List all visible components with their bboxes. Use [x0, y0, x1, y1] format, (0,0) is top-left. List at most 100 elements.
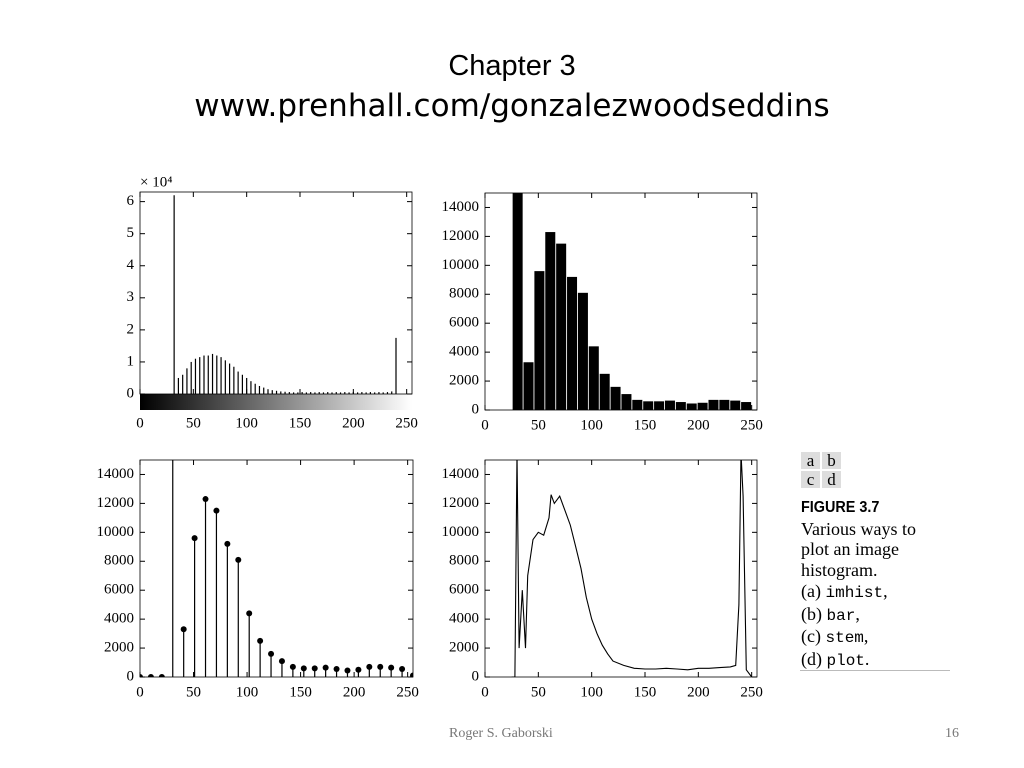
bar — [632, 399, 643, 410]
stem-marker — [311, 665, 318, 672]
x-tick-label: 50 — [186, 415, 201, 431]
bar — [534, 271, 545, 410]
stem-marker — [235, 556, 242, 563]
bar — [610, 386, 621, 410]
caption-item: (a) imhist, — [801, 581, 916, 604]
bar — [654, 401, 665, 410]
x-tick-label: 150 — [289, 684, 312, 700]
y-tick-label: 4000 — [449, 611, 479, 627]
bar — [643, 401, 654, 410]
y-tick-label: 12000 — [442, 495, 480, 511]
colorbar — [140, 394, 412, 410]
plot-area — [511, 460, 753, 677]
x-tick-label: 200 — [343, 684, 366, 700]
x-tick-label: 150 — [634, 684, 657, 700]
stem-marker — [333, 666, 340, 673]
bar — [686, 403, 697, 410]
x-tick-label: 0 — [136, 415, 144, 431]
bar — [556, 243, 567, 410]
y-tick-label: 10000 — [97, 524, 135, 540]
stem-marker — [147, 674, 154, 677]
line — [511, 460, 753, 677]
chart: 0 2000 4000 6000 8000 10000 12000 14000 0 50 100 15… — [442, 192, 763, 433]
bar — [577, 292, 588, 410]
x-tick-label: 250 — [740, 684, 763, 700]
bar — [708, 399, 719, 410]
stem-marker — [366, 663, 373, 670]
stem-marker — [355, 666, 362, 673]
frame — [139, 191, 413, 395]
stem-marker — [158, 674, 165, 677]
stem-marker — [289, 663, 296, 670]
y-tick-label: 0 — [127, 385, 135, 401]
caption-code: stem — [825, 629, 864, 648]
x-tick-label: 150 — [289, 415, 312, 431]
bar — [621, 394, 632, 410]
y-tick-label: 2 — [127, 321, 135, 337]
stem-marker — [278, 658, 285, 665]
y-tick-label: 14000 — [442, 466, 480, 482]
stem-marker — [224, 540, 231, 547]
footer-author: Roger S. Gaborski — [449, 726, 553, 741]
x-tick-label: 100 — [236, 684, 259, 700]
y-tick-label: 8000 — [104, 553, 134, 569]
caption-label: (d) — [801, 648, 822, 669]
y-tick-label: 10000 — [442, 257, 480, 273]
chart: 0 2000 4000 6000 8000 10000 12000 14000 0 50 100 15… — [97, 459, 419, 700]
caption-item: (d) plot. — [801, 649, 916, 672]
stem-marker — [246, 610, 253, 617]
y-tick-label: 4 — [127, 257, 135, 273]
stem-marker — [180, 626, 187, 633]
chart: 0 2000 4000 6000 8000 10000 12000 14000 0 50 100 15… — [442, 459, 763, 700]
x-tick-label: 250 — [396, 684, 419, 700]
bar — [697, 402, 708, 410]
frame — [139, 459, 414, 678]
y-tick-label: 12000 — [442, 228, 480, 244]
x-tick-label: 200 — [342, 415, 365, 431]
slide-subtitle: www.prenhall.com/gonzalezwoodseddins — [194, 88, 830, 124]
bar — [588, 346, 599, 410]
frame — [484, 192, 758, 411]
caption-punct: , — [883, 580, 888, 601]
caption-line: histogram. — [801, 560, 878, 581]
x-tick-label: 50 — [186, 684, 201, 700]
stem-marker — [410, 672, 413, 677]
chart: × 10⁴ 0 1 2 3 4 5 6 0 50 100 150 200 250 — [127, 174, 418, 431]
y-tick-label: 0 — [127, 668, 135, 684]
stem-marker — [300, 665, 307, 672]
panel-letter: a — [801, 452, 820, 469]
panel-letter: b — [822, 452, 841, 469]
panel-letter: c — [801, 471, 820, 488]
caption-rule — [800, 670, 950, 671]
caption-item: (b) bar, — [801, 604, 916, 627]
stem-marker — [140, 674, 143, 677]
y-tick-label: 5 — [127, 225, 135, 241]
caption-items: (a) imhist, (b) bar, (c) stem, (d) plot. — [801, 581, 916, 672]
plot-area — [512, 193, 752, 410]
caption-code: imhist — [825, 583, 884, 602]
stem-marker — [257, 637, 264, 644]
bar — [664, 400, 675, 410]
stem-marker — [388, 664, 395, 671]
stem-marker — [268, 650, 275, 657]
x-tick-label: 0 — [136, 684, 144, 700]
caption-item: (c) stem, — [801, 626, 916, 649]
stem-marker — [377, 663, 384, 670]
x-tick-label: 150 — [634, 417, 657, 433]
y-tick-label: 4000 — [449, 344, 479, 360]
caption-code: plot — [826, 651, 865, 670]
x-tick-label: 250 — [395, 415, 418, 431]
caption-punct: , — [855, 603, 860, 624]
stem-marker — [344, 667, 351, 674]
bar — [730, 400, 741, 410]
caption-label: (c) — [801, 626, 821, 647]
caption-label: (a) — [801, 580, 821, 601]
panel-letter: d — [822, 471, 841, 488]
x-tick-label: 200 — [687, 417, 710, 433]
x-tick-label: 200 — [687, 684, 710, 700]
bar — [512, 193, 523, 410]
x-tick-label: 250 — [740, 417, 763, 433]
y-tick-label: 4000 — [104, 611, 134, 627]
plot-area — [140, 460, 413, 677]
